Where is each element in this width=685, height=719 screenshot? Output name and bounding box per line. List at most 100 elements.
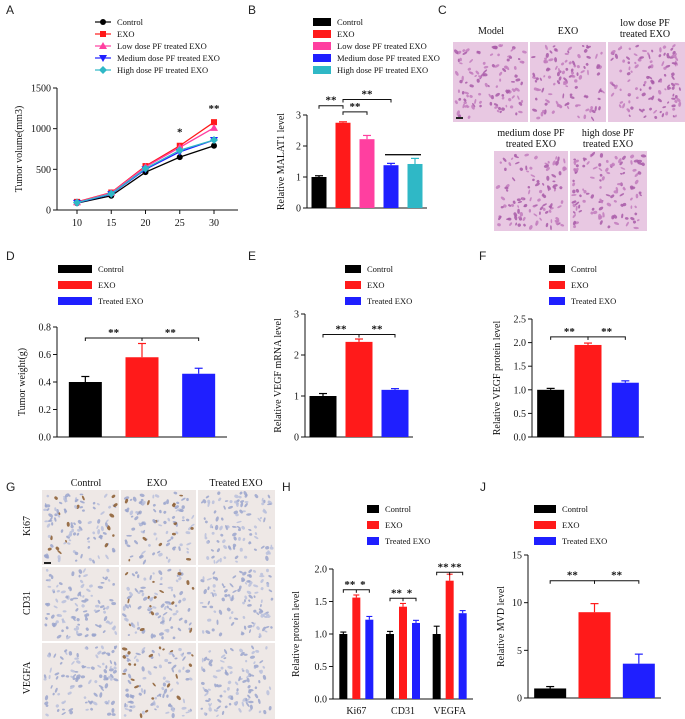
cell-nucleus: [233, 701, 238, 705]
cell-nucleus: [82, 568, 86, 573]
cell-nucleus: [516, 198, 521, 202]
cell-nucleus: [511, 95, 515, 99]
cell-nucleus: [207, 618, 212, 622]
cell-nucleus: [103, 674, 107, 679]
cell-nucleus: [134, 571, 138, 574]
cell-nucleus: [126, 657, 131, 662]
cell-nucleus: [549, 50, 553, 54]
cell-nucleus: [458, 97, 462, 101]
cell-nucleus: [129, 498, 133, 501]
cell-nucleus: [70, 675, 74, 679]
cell-nucleus: [111, 494, 116, 499]
cell-nucleus: [537, 198, 541, 202]
cell-nucleus: [86, 537, 90, 540]
cell-nucleus: [179, 568, 182, 574]
cell-nucleus: [87, 545, 91, 549]
cell-nucleus: [566, 105, 570, 110]
cell-nucleus: [127, 651, 131, 655]
cell-nucleus: [567, 50, 570, 54]
cell-nucleus: [515, 161, 520, 165]
cell-nucleus: [262, 675, 267, 680]
cell-nucleus: [229, 500, 233, 504]
cell-nucleus: [260, 572, 264, 576]
cell-nucleus: [99, 605, 105, 609]
cell-nucleus: [214, 683, 217, 688]
cell-nucleus: [238, 676, 241, 682]
cell-nucleus: [74, 670, 79, 673]
cell-nucleus: [499, 71, 503, 76]
cell-nucleus: [247, 694, 251, 699]
cell-nucleus: [123, 668, 128, 673]
cell-nucleus: [227, 505, 233, 509]
cell-nucleus: [82, 595, 85, 598]
cell-nucleus: [86, 588, 91, 592]
cell-nucleus: [44, 623, 48, 627]
y-tick-label: 0.5: [514, 409, 527, 420]
cell-nucleus: [181, 714, 185, 717]
cell-nucleus: [487, 84, 490, 88]
cell-nucleus: [572, 182, 576, 187]
cell-nucleus: [182, 597, 186, 602]
cell-nucleus: [166, 605, 169, 609]
cell-nucleus: [212, 675, 218, 679]
cell-nucleus: [64, 649, 68, 653]
cell-nucleus: [159, 590, 165, 593]
cell-nucleus: [462, 103, 465, 109]
cell-nucleus: [124, 604, 129, 609]
cell-nucleus: [658, 54, 662, 58]
significance-label: *: [177, 127, 183, 139]
cell-nucleus: [124, 708, 130, 711]
cell-nucleus: [616, 183, 622, 186]
cell-nucleus: [463, 91, 470, 95]
cell-nucleus: [582, 188, 585, 191]
cell-nucleus: [615, 187, 619, 192]
cell-nucleus: [69, 685, 75, 689]
cell-nucleus: [519, 212, 524, 217]
cell-nucleus: [248, 529, 252, 531]
cell-nucleus: [238, 495, 242, 499]
cell-nucleus: [99, 534, 103, 540]
cell-nucleus: [531, 56, 536, 59]
cell-nucleus: [611, 162, 615, 167]
cell-nucleus: [124, 617, 128, 621]
cell-nucleus: [137, 621, 139, 627]
cell-nucleus: [628, 100, 631, 104]
cell-nucleus: [454, 100, 458, 105]
cell-nucleus: [178, 617, 183, 621]
panel-ihc-images: Control EXO Treated EXO Ki67 CD31 VEGFA: [22, 478, 275, 719]
legend-label: EXO: [385, 520, 402, 530]
cell-nucleus: [660, 79, 663, 83]
cell-nucleus: [65, 626, 69, 630]
cell-nucleus: [93, 536, 97, 540]
cell-nucleus: [539, 217, 542, 221]
ihc-col-control: Control: [71, 478, 102, 489]
cell-nucleus: [50, 544, 54, 548]
cell-nucleus: [503, 65, 508, 69]
cell-nucleus: [213, 610, 217, 613]
tissue-image: [121, 567, 196, 641]
cell-nucleus: [97, 650, 102, 655]
cell-nucleus: [74, 505, 78, 509]
cell-nucleus: [223, 505, 226, 510]
cell-nucleus: [241, 577, 246, 582]
cell-nucleus: [204, 520, 208, 524]
cell-nucleus: [58, 582, 63, 586]
cell-nucleus: [232, 575, 237, 579]
data-point: [176, 154, 183, 161]
cell-nucleus: [205, 630, 211, 635]
cell-nucleus: [523, 223, 526, 227]
cell-nucleus: [635, 87, 638, 91]
cell-nucleus: [575, 205, 578, 211]
cell-nucleus: [239, 509, 243, 514]
cell-nucleus: [123, 714, 127, 717]
cell-nucleus: [84, 614, 88, 619]
he-label-high-dose: high dose PF treated EXO: [582, 128, 635, 150]
cell-nucleus: [577, 115, 580, 119]
cell-nucleus: [208, 662, 213, 667]
legend-label: Treated EXO: [367, 296, 412, 306]
cell-nucleus: [495, 85, 499, 88]
cell-nucleus: [633, 53, 638, 56]
y-axis-label: Relative MALAT1 level: [276, 113, 287, 210]
cell-nucleus: [167, 558, 171, 563]
cell-nucleus: [229, 583, 234, 588]
